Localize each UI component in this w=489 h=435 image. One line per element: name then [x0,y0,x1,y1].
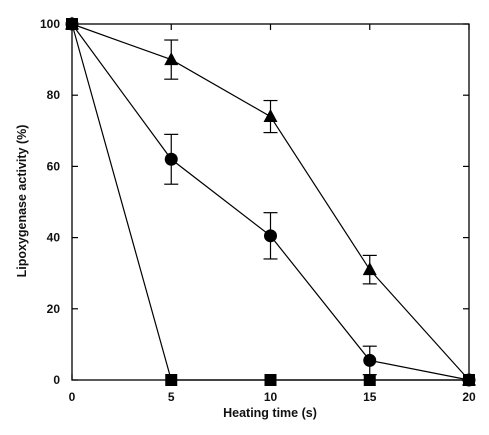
y-axis-title: Lipoxygenase activity (%) [15,125,29,278]
series-lines [71,23,470,381]
data-point-circle [363,353,377,367]
y-tick-label: 40 [47,231,61,245]
series-line-circle [71,23,470,381]
data-point-triangle [263,109,278,123]
x-tick-label: 15 [363,390,377,404]
data-point-square [463,374,475,386]
plot-frame [71,23,470,381]
y-tick-label: 0 [53,373,60,387]
x-tick-label: 20 [462,390,476,404]
data-point-square [363,374,376,386]
data-point-triangle [164,52,179,66]
series-line-triangle [71,23,470,381]
series-line-square [71,23,469,381]
error-bars [164,39,377,376]
data-point-triangle [362,262,377,276]
y-tick-label: 20 [47,302,61,316]
data-point-circle [264,229,277,243]
x-tick-label: 0 [69,390,76,404]
data-point-circle [164,152,178,166]
y-tick-label: 100 [40,17,60,31]
data-point-square [165,374,178,386]
x-axis-title: Heating time (s) [223,406,317,420]
y-tick-label: 80 [47,88,61,102]
markers [65,16,476,387]
axes [71,23,470,381]
y-tick-label: 60 [47,159,61,173]
data-point-square [66,18,78,30]
x-tick-label: 5 [168,390,175,404]
x-tick-label: 10 [264,390,278,404]
data-point-square [264,374,277,386]
ticks: 0 5 10 15 20 0 20 40 60 80 100 [40,17,476,404]
